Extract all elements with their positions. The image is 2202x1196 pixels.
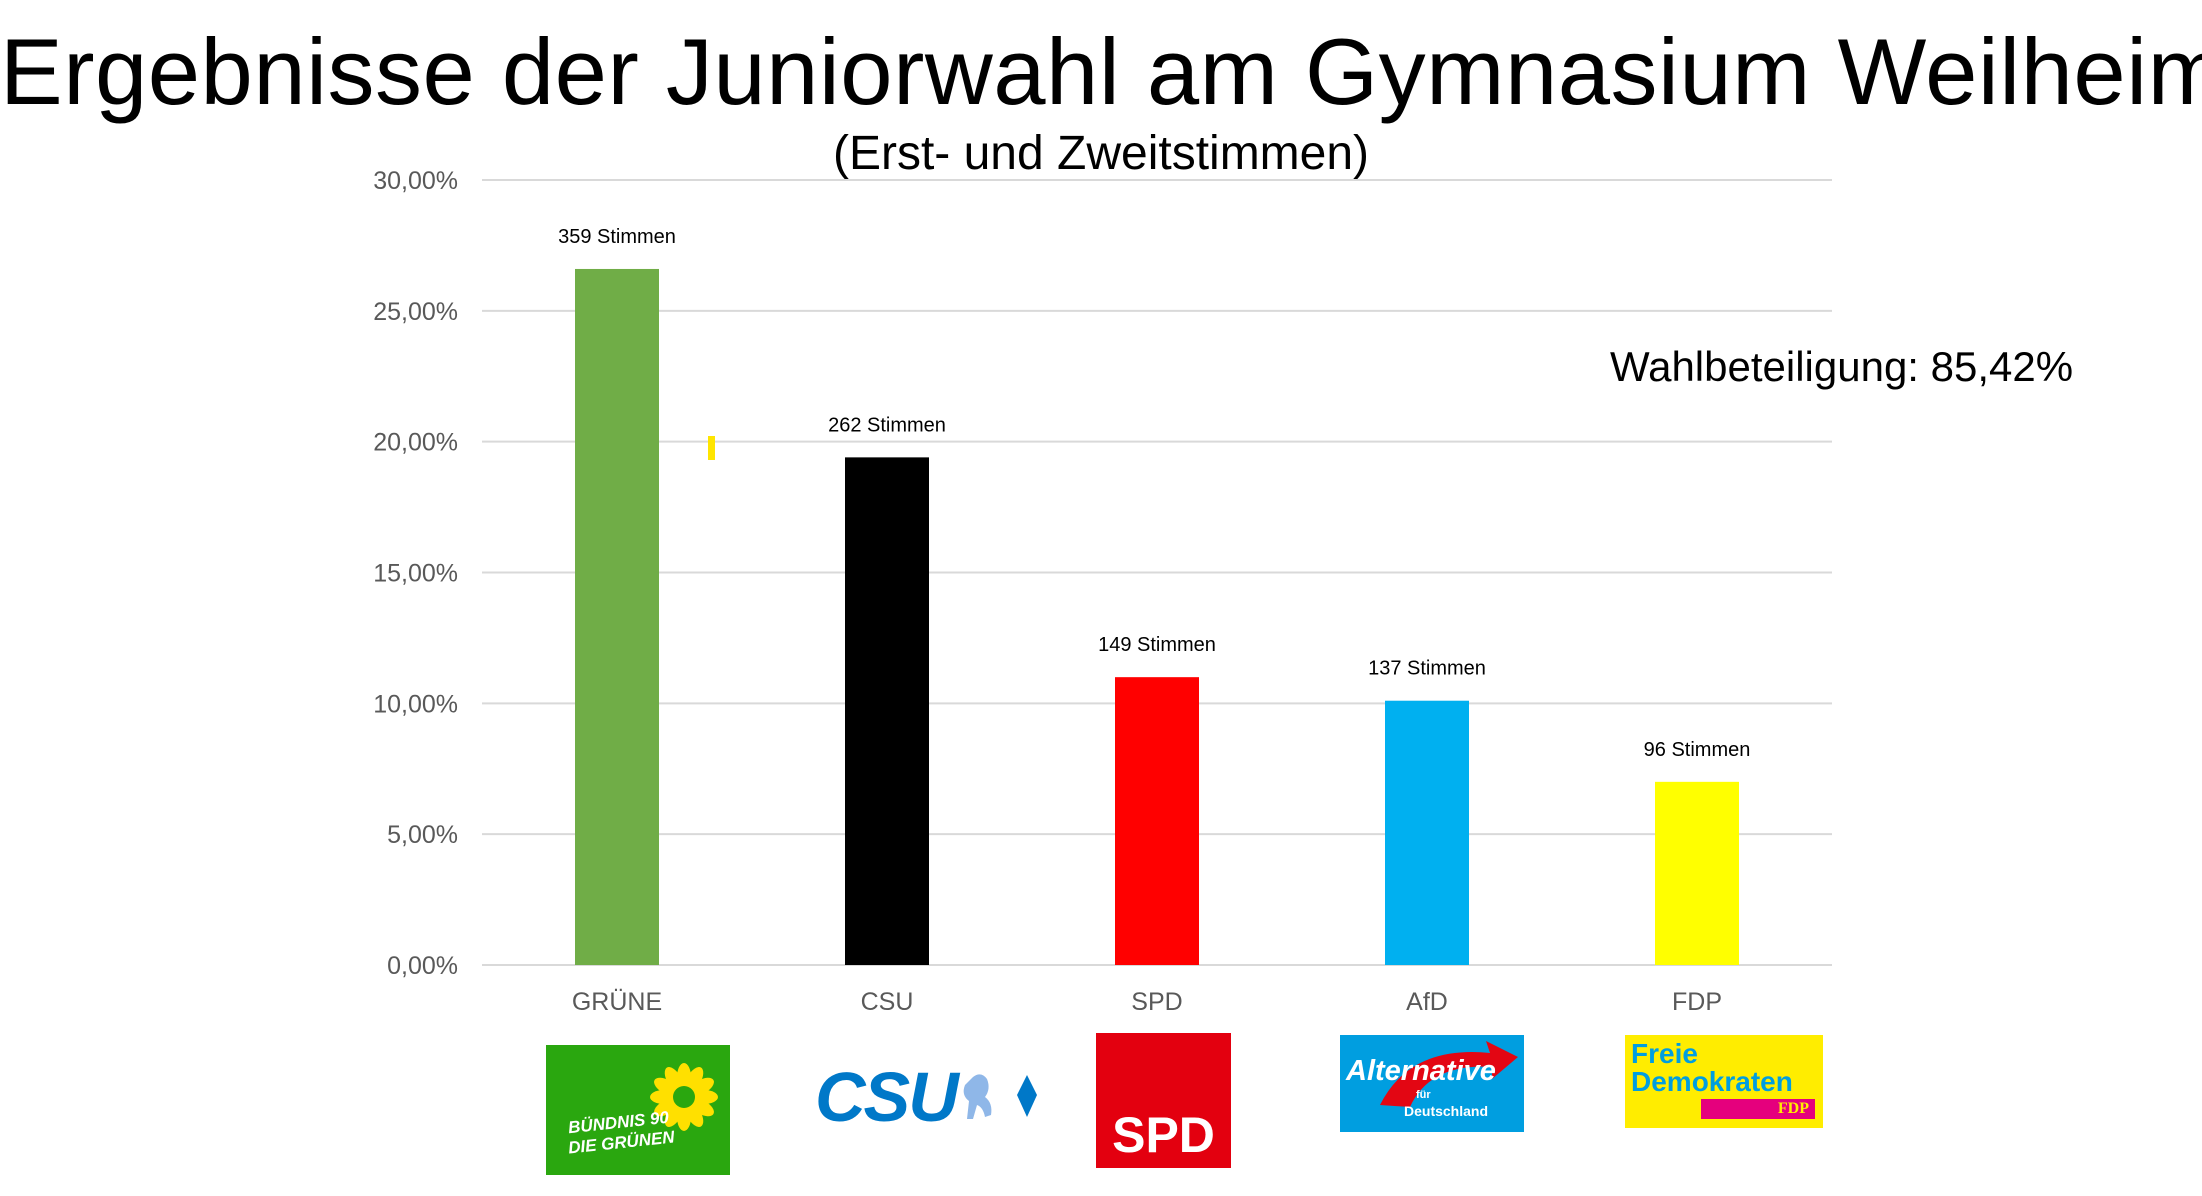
y-tick-label: 20,00% <box>373 429 458 457</box>
stray-yellow-mark <box>708 436 715 460</box>
spd-logo-text: SPD <box>1112 1107 1215 1163</box>
afd-logo-line2: für <box>1416 1089 1431 1101</box>
y-tick-label: 0,00% <box>387 952 458 980</box>
bar-value-label: 359 Stimmen <box>558 226 676 248</box>
bar-afd <box>1385 700 1469 965</box>
bar-value-label: 262 Stimmen <box>828 414 946 436</box>
x-tick-label: AfD <box>1406 988 1448 1016</box>
bar-fdp <box>1655 781 1739 965</box>
csu-logo: CSU <box>815 1055 1045 1135</box>
turnout-label: Wahlbeteiligung: 85,42% <box>1610 343 2074 390</box>
x-tick-label: FDP <box>1672 988 1722 1016</box>
y-tick-label: 10,00% <box>373 690 458 718</box>
bar-value-label: 137 Stimmen <box>1368 658 1486 680</box>
fdp-logo: Freie Demokraten FDP <box>1625 1035 1823 1128</box>
y-tick-label: 25,00% <box>373 298 458 326</box>
bar-grüne <box>575 268 659 965</box>
sunflower-icon <box>650 1063 718 1131</box>
spd-logo: SPD <box>1096 1033 1231 1168</box>
gruene-logo: BÜNDNIS 90 DIE GRÜNEN <box>546 1045 730 1175</box>
afd-logo-line3: Deutschland <box>1404 1103 1489 1119</box>
x-tick-label: SPD <box>1131 988 1182 1016</box>
bar-csu <box>845 457 929 965</box>
bar-spd <box>1115 677 1199 965</box>
x-tick-label: CSU <box>861 988 914 1016</box>
afd-logo: Alternative für Deutschland <box>1340 1035 1524 1132</box>
afd-logo-line1: Alternative <box>1346 1055 1496 1087</box>
fdp-logo-line2: Demokraten <box>1631 1066 1793 1097</box>
y-tick-label: 15,00% <box>373 560 458 588</box>
bar-value-label: 96 Stimmen <box>1644 739 1751 761</box>
page-title: Ergebnisse der Juniorwahl am Gymnasium W… <box>0 19 2202 124</box>
y-tick-label: 30,00% <box>373 167 458 195</box>
fdp-logo-badge: FDP <box>1701 1099 1815 1119</box>
y-tick-label: 5,00% <box>387 821 458 849</box>
bavarian-lion-icon <box>963 1074 1037 1119</box>
red-arrow-icon <box>1380 1041 1518 1107</box>
page-subtitle: (Erst- und Zweitstimmen) <box>832 127 1370 180</box>
bar-value-label: 149 Stimmen <box>1098 634 1216 656</box>
csu-logo-text: CSU <box>815 1058 959 1135</box>
x-tick-label: GRÜNE <box>572 988 662 1016</box>
fdp-logo-line1: Freie <box>1631 1038 1698 1069</box>
